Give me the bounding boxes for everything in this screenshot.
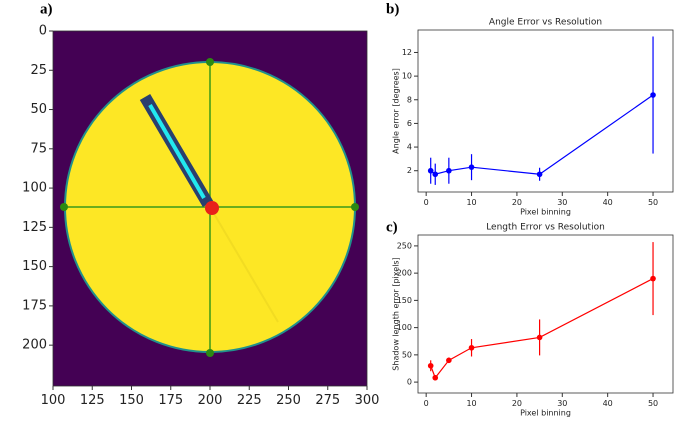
y-tick-label: 10 (402, 72, 412, 81)
x-tick-label: 100 (41, 393, 66, 408)
x-tick-label: 20 (512, 399, 522, 408)
point (427, 167, 434, 174)
point (536, 171, 543, 178)
edge-dot (206, 349, 214, 357)
panel: c) Length Error vs Resolution Pixel binnin… (386, 219, 674, 418)
panel-label: b) (386, 1, 399, 17)
point (468, 344, 475, 351)
x-tick-label: 0 (424, 399, 429, 408)
needle (148, 103, 206, 200)
plot-frame (417, 29, 674, 193)
center-dot (205, 201, 219, 215)
y-tick-label: 200 (397, 269, 412, 278)
edge-dot (351, 203, 359, 211)
image-panel (53, 31, 367, 386)
x-tick-label: 30 (557, 399, 567, 408)
x-axis-label: Pixel binning (520, 208, 571, 217)
x-tick-label: 50 (648, 198, 658, 207)
y-tick-label: 75 (30, 141, 47, 156)
x-tick-label: 200 (198, 393, 223, 408)
x-tick-label: 0 (424, 198, 429, 207)
x-tick-label: 30 (557, 198, 567, 207)
point (432, 374, 439, 381)
y-tick-label: 0 (39, 24, 47, 39)
y-tick-label: 0 (407, 378, 412, 387)
x-tick-label: 40 (603, 399, 613, 408)
y-tick-label: 100 (22, 181, 47, 196)
x-tick-label: 20 (512, 198, 522, 207)
x-tick-label: 300 (355, 393, 380, 408)
x-tick-label: 10 (466, 198, 476, 207)
y-tick-label: 2 (407, 166, 412, 175)
y-tick-label: 150 (397, 296, 412, 305)
x-tick-label: 175 (158, 393, 183, 408)
panel-label: a) (40, 1, 53, 17)
point (468, 164, 475, 170)
y-tick-label: 6 (407, 119, 412, 128)
y-tick-label: 125 (22, 220, 47, 235)
x-tick-label: 150 (119, 393, 144, 408)
point (446, 167, 452, 174)
y-tick-label: 150 (22, 259, 47, 274)
y-tick-label: 200 (22, 338, 47, 353)
point (650, 92, 656, 98)
x-tick-label: 250 (276, 393, 301, 408)
point (432, 171, 439, 178)
y-axis-label: Angle error [degrees] (392, 68, 401, 154)
y-tick-label: 4 (407, 143, 412, 152)
y-tick-label: 50 (30, 102, 47, 117)
line (430, 278, 654, 379)
y-tick-label: 100 (397, 323, 412, 332)
panel-label: c) (386, 219, 398, 235)
y-tick-label: 175 (22, 298, 47, 313)
chart-title: Angle Error vs Resolution (489, 18, 602, 28)
x-axis-label: Pixel binning (520, 409, 571, 418)
plot-frame (52, 30, 368, 387)
y-tick-label: 12 (402, 48, 412, 57)
point (650, 275, 656, 282)
y-tick-label: 250 (397, 241, 412, 250)
edge-dot (206, 58, 214, 66)
shadow-line (209, 206, 279, 323)
x-tick-label: 275 (315, 393, 340, 408)
y-tick-label: 50 (402, 350, 412, 359)
y-tick-label: 8 (407, 95, 412, 104)
panel: b) Angle Error vs Resolution Pixel binning… (386, 1, 674, 217)
x-tick-label: 10 (466, 399, 476, 408)
x-tick-label: 40 (603, 198, 613, 207)
chart-title: Length Error vs Resolution (486, 223, 605, 233)
panel: a) 100 125 150 175 200 225 250 275 300 0 25 50 75 100 1… (22, 1, 379, 407)
x-tick-label: 125 (80, 393, 105, 408)
x-tick-label: 50 (648, 399, 658, 408)
point (536, 334, 543, 341)
edge-dot (60, 203, 68, 211)
plot-frame (417, 234, 674, 394)
point (427, 362, 434, 369)
x-tick-label: 225 (237, 393, 262, 408)
y-axis-label: Shadow length error [pixels] (392, 257, 401, 370)
point (446, 357, 452, 364)
line (430, 94, 654, 175)
y-tick-label: 25 (30, 63, 47, 78)
